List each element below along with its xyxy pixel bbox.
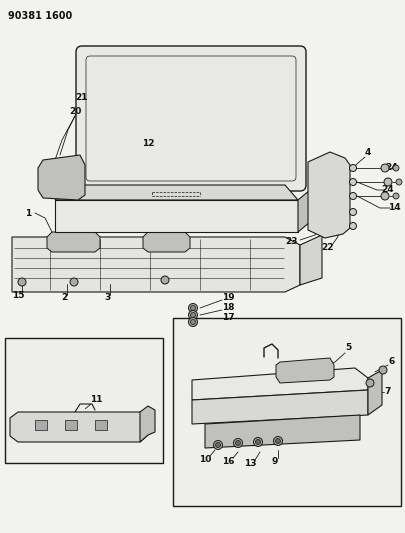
Text: 23: 23	[285, 238, 298, 246]
Circle shape	[190, 305, 195, 311]
Circle shape	[275, 439, 280, 443]
Text: 1: 1	[264, 200, 271, 209]
Text: 4: 4	[364, 148, 370, 157]
Polygon shape	[47, 232, 100, 252]
Circle shape	[70, 278, 78, 286]
Text: 22: 22	[321, 244, 333, 253]
Polygon shape	[95, 420, 107, 430]
Bar	[5, 338, 162, 463]
Polygon shape	[140, 406, 155, 442]
Text: 7: 7	[384, 387, 390, 397]
Circle shape	[273, 437, 282, 446]
Text: 6: 6	[388, 358, 394, 367]
Text: 20: 20	[68, 107, 81, 116]
Polygon shape	[38, 155, 85, 200]
Text: 10: 10	[198, 456, 211, 464]
Text: 17: 17	[221, 313, 234, 322]
Circle shape	[349, 208, 356, 215]
Polygon shape	[10, 412, 148, 442]
Polygon shape	[35, 420, 47, 430]
Circle shape	[18, 278, 26, 286]
Text: 13: 13	[243, 459, 256, 469]
Circle shape	[378, 366, 386, 374]
Polygon shape	[297, 190, 309, 232]
Circle shape	[235, 440, 240, 446]
Circle shape	[215, 442, 220, 448]
Polygon shape	[367, 370, 381, 415]
Circle shape	[349, 165, 356, 172]
Circle shape	[188, 303, 197, 312]
Text: 9: 9	[271, 457, 277, 466]
Circle shape	[365, 379, 373, 387]
Circle shape	[395, 179, 401, 185]
Circle shape	[188, 311, 197, 319]
Text: 14: 14	[387, 204, 399, 213]
Circle shape	[213, 440, 222, 449]
Text: 24: 24	[381, 185, 393, 195]
Text: 1: 1	[25, 208, 31, 217]
Polygon shape	[55, 185, 297, 200]
Text: 24: 24	[385, 164, 397, 173]
Circle shape	[392, 193, 398, 199]
Circle shape	[190, 319, 195, 325]
Text: 18: 18	[221, 303, 234, 312]
Text: 19: 19	[221, 293, 234, 302]
Text: 2: 2	[61, 294, 67, 303]
Polygon shape	[275, 358, 333, 383]
Polygon shape	[143, 232, 190, 252]
Polygon shape	[55, 200, 297, 232]
Text: 21: 21	[76, 93, 88, 101]
FancyBboxPatch shape	[76, 46, 305, 191]
Circle shape	[233, 439, 242, 448]
Circle shape	[253, 438, 262, 447]
Text: 11: 11	[90, 395, 102, 405]
Polygon shape	[12, 237, 299, 292]
Text: 3: 3	[104, 294, 111, 303]
Circle shape	[255, 440, 260, 445]
Circle shape	[380, 192, 388, 200]
Circle shape	[349, 192, 356, 199]
Text: 12: 12	[141, 139, 154, 148]
Polygon shape	[205, 415, 359, 448]
Polygon shape	[65, 420, 77, 430]
Polygon shape	[192, 390, 367, 424]
Bar	[173, 318, 400, 506]
Circle shape	[349, 179, 356, 185]
Text: 90381 1600: 90381 1600	[8, 11, 72, 21]
Circle shape	[392, 165, 398, 171]
Circle shape	[161, 276, 168, 284]
Circle shape	[380, 164, 388, 172]
Polygon shape	[299, 235, 321, 285]
Circle shape	[349, 222, 356, 230]
Polygon shape	[307, 152, 349, 238]
Circle shape	[188, 318, 197, 327]
Text: 15: 15	[12, 292, 24, 301]
Text: 16: 16	[221, 457, 234, 466]
Circle shape	[190, 312, 195, 318]
Text: 5: 5	[344, 343, 350, 352]
Text: 8: 8	[351, 427, 357, 437]
Polygon shape	[192, 368, 367, 400]
Circle shape	[383, 178, 391, 186]
